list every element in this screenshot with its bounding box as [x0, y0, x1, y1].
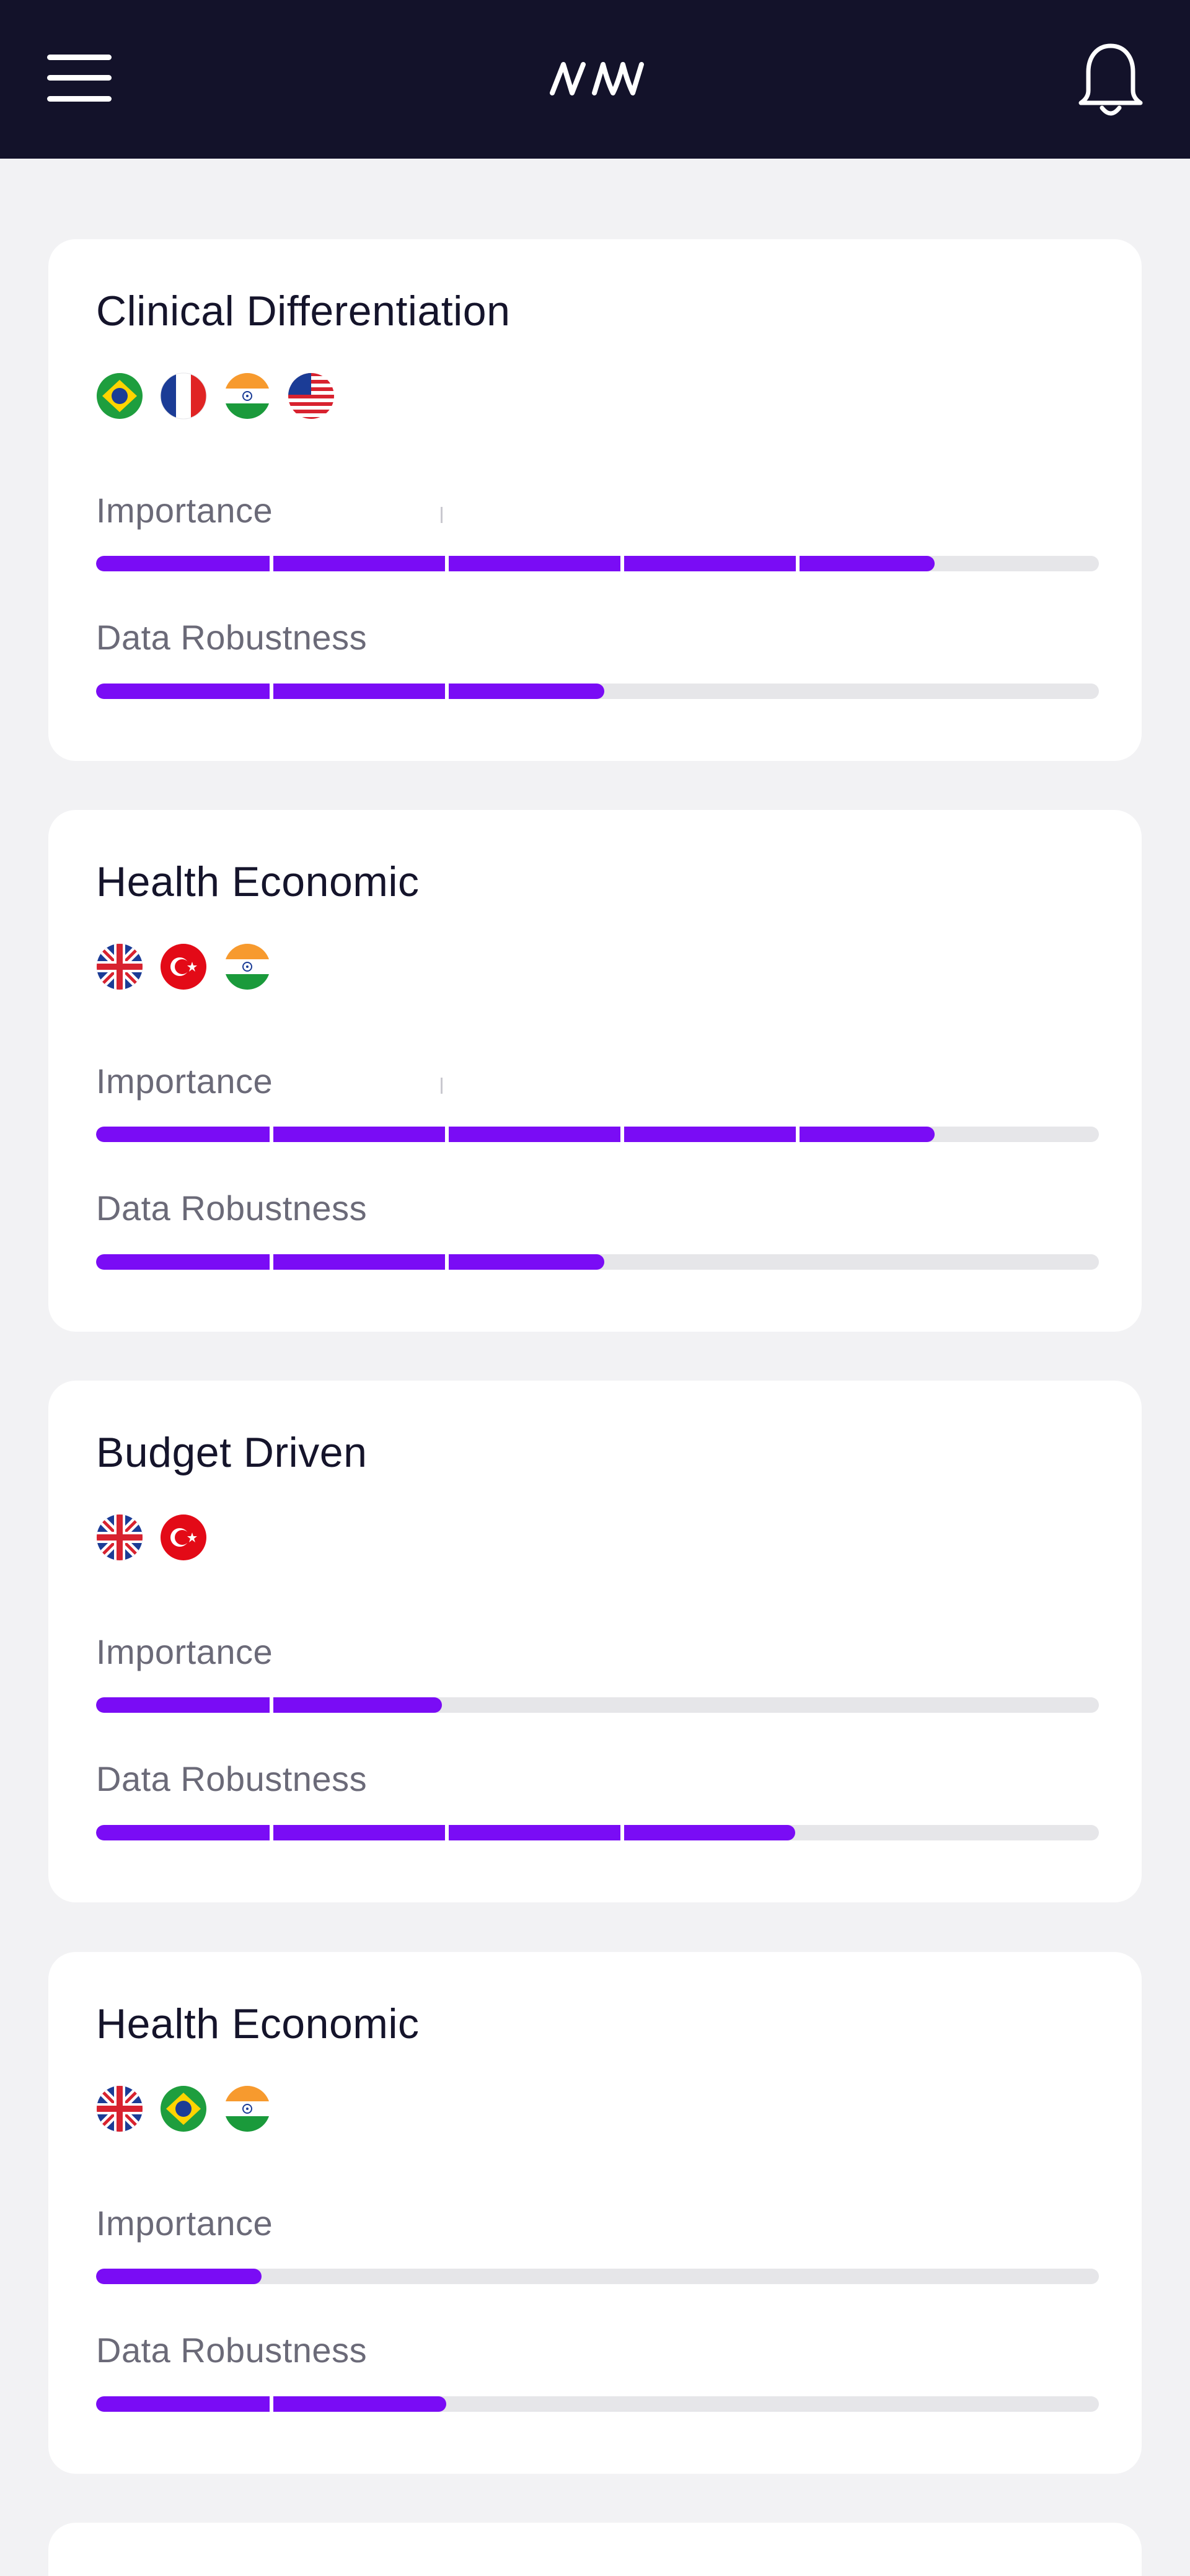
importance-bar: [96, 556, 1099, 571]
data-robustness-bar: [96, 1825, 1099, 1840]
bar-segment-separator: [445, 556, 449, 571]
importance-label: Importance: [96, 491, 273, 530]
bar-segment-separator: [270, 2396, 273, 2412]
hamburger-menu-icon[interactable]: [47, 55, 112, 102]
importance-label: Importance: [96, 1062, 273, 1101]
bar-fill: [96, 1127, 935, 1142]
bar-segment-separator: [270, 1254, 273, 1270]
importance-bar: [96, 2269, 1099, 2284]
bar-fill: [96, 1697, 442, 1713]
uk-flag-icon: [97, 944, 143, 990]
data-robustness-bar: [96, 1254, 1099, 1270]
data-robustness-label: Data Robustness: [96, 2331, 368, 2370]
bar-segment-separator: [270, 1127, 273, 1142]
brazil-flag-icon: [97, 373, 143, 419]
bell-icon[interactable]: [1077, 42, 1144, 119]
uk-flag-icon: [97, 2086, 143, 2132]
bar-segment-separator: [620, 1127, 624, 1142]
bar-fill: [96, 1254, 604, 1270]
top-app-bar: [0, 0, 1190, 159]
bar-fill: [96, 556, 935, 571]
france-flag-icon: [160, 372, 207, 420]
bar-fill: [96, 684, 604, 699]
country-flags: [96, 2085, 271, 2132]
importance-bar: [96, 1697, 1099, 1713]
country-flags: [96, 372, 335, 420]
card-title: Health Economic: [96, 2000, 420, 2047]
card-title: Clinical Differentiation: [96, 288, 511, 335]
brazil-flag-icon: [161, 2086, 206, 2132]
segment-card[interactable]: Clinical Differentiation: [48, 239, 1142, 761]
india-flag-icon: [224, 373, 270, 419]
bar-segment-separator: [445, 1127, 449, 1142]
bar-segment-separator: [620, 556, 624, 571]
bar-fill: [96, 2269, 262, 2284]
segment-card[interactable]: Health Economic: [48, 810, 1142, 1332]
india-flag-icon: [224, 944, 270, 990]
importance-label: Importance: [96, 1632, 273, 1671]
data-robustness-bar: [96, 684, 1099, 699]
uk-flag-icon: [97, 1514, 143, 1560]
bar-segment-separator: [270, 1825, 273, 1840]
bar-segment-separator: [270, 684, 273, 699]
data-robustness-bar: [96, 2396, 1099, 2412]
bar-segment-separator: [796, 556, 800, 571]
india-flag-icon: [224, 2086, 270, 2132]
country-flags: [96, 943, 271, 990]
bar-segment-separator: [796, 1127, 800, 1142]
data-robustness-label: Data Robustness: [96, 618, 368, 657]
country-flags: [96, 1514, 207, 1561]
card-title: Budget Driven: [96, 1429, 368, 1476]
importance-label: Importance: [96, 2204, 273, 2243]
bar-segment-separator: [445, 1254, 449, 1270]
threshold-tick: [441, 507, 443, 523]
bar-segment-separator: [270, 556, 273, 571]
threshold-tick: [441, 1078, 443, 1094]
turkey-flag-icon: [161, 944, 206, 990]
bar-segment-separator: [445, 684, 449, 699]
card-title: Health Economic: [96, 858, 420, 905]
bar-segment-separator: [270, 1697, 273, 1713]
segment-card[interactable]: [48, 2523, 1142, 2576]
bar-segment-separator: [620, 1825, 624, 1840]
data-robustness-label: Data Robustness: [96, 1759, 368, 1798]
segment-card[interactable]: Health Economic: [48, 1952, 1142, 2474]
nm-logo-icon[interactable]: [549, 59, 645, 97]
bar-segment-separator: [445, 1825, 449, 1840]
segment-card[interactable]: Budget Driven Importance Data Robustness: [48, 1381, 1142, 1902]
turkey-flag-icon: [161, 1514, 206, 1560]
data-robustness-label: Data Robustness: [96, 1189, 368, 1228]
importance-bar: [96, 1127, 1099, 1142]
usa-flag-icon: [288, 373, 334, 419]
